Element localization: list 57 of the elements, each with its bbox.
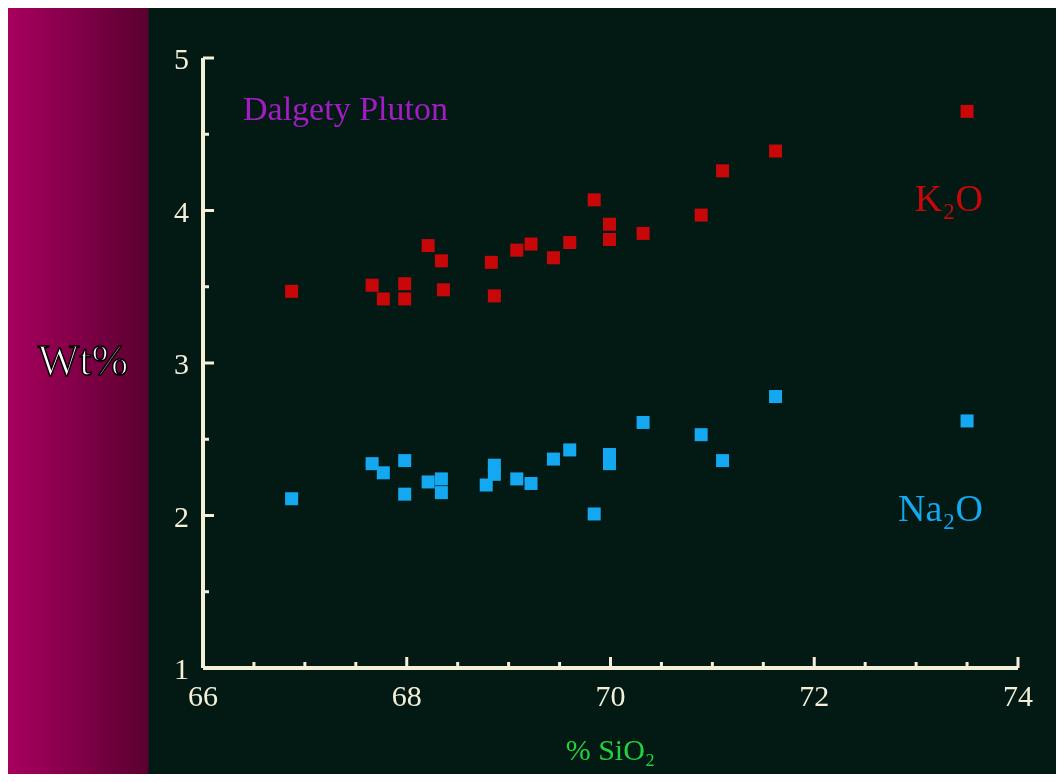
point <box>365 278 379 292</box>
point <box>487 289 501 303</box>
y-tick-label: 2 <box>174 499 189 533</box>
point <box>487 467 501 481</box>
point <box>479 478 493 492</box>
point <box>636 415 650 429</box>
point <box>398 454 412 468</box>
point <box>365 457 379 471</box>
point <box>587 193 601 207</box>
point <box>563 236 577 250</box>
y-tick-label: 5 <box>174 42 189 75</box>
point <box>421 239 435 253</box>
point <box>510 243 524 257</box>
point <box>434 486 448 500</box>
point <box>546 251 560 265</box>
point <box>398 487 412 501</box>
point <box>434 254 448 268</box>
point <box>436 283 450 297</box>
point <box>398 292 412 306</box>
x-tick-label: 70 <box>595 679 626 712</box>
point <box>546 452 560 466</box>
point <box>694 428 708 442</box>
y-tick-label: 3 <box>174 347 189 380</box>
x-axis-title: % SiO₂ <box>565 733 656 766</box>
point <box>769 390 783 404</box>
point <box>285 492 299 506</box>
point <box>434 472 448 486</box>
point <box>769 144 783 158</box>
x-tick-label: 74 <box>1003 679 1033 712</box>
point <box>563 443 577 457</box>
point <box>694 208 708 222</box>
point <box>398 277 412 291</box>
point <box>602 217 616 231</box>
series-label: K₂O <box>914 177 983 220</box>
text: Dalgety Pluton <box>243 90 448 127</box>
point <box>636 226 650 240</box>
y-tick-label: 4 <box>174 194 189 228</box>
point <box>960 414 974 428</box>
point <box>716 454 730 468</box>
point <box>484 255 498 269</box>
x-tick-label: 72 <box>799 679 830 712</box>
point <box>960 104 974 118</box>
point <box>510 472 524 486</box>
point <box>602 232 616 246</box>
series-label: Na₂O <box>897 486 983 529</box>
point <box>376 292 390 306</box>
point <box>587 507 601 521</box>
x-tick-label: 68 <box>391 679 422 712</box>
point <box>524 237 538 251</box>
y-tick-label: 1 <box>174 652 189 685</box>
x-tick-label: 66 <box>188 679 218 712</box>
point <box>376 466 390 480</box>
point <box>716 164 730 178</box>
point <box>285 284 299 298</box>
y-axis-title: Wt% <box>37 336 129 385</box>
point <box>421 475 435 489</box>
point <box>524 476 538 490</box>
